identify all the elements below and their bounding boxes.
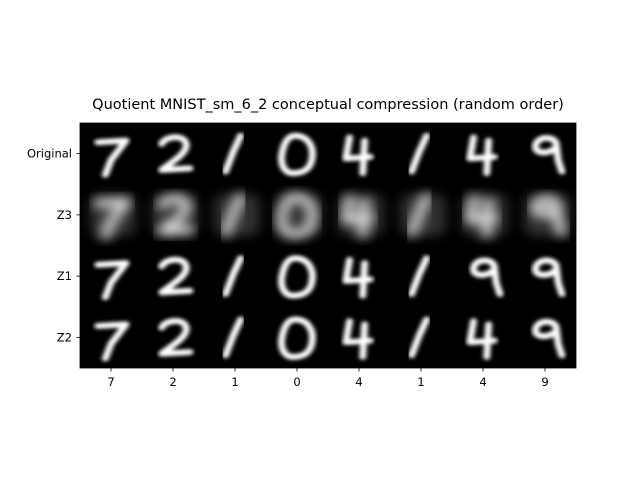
digit-cell <box>470 257 504 297</box>
digit-cell <box>342 256 374 299</box>
digit-cell <box>408 316 431 359</box>
digit-stroke <box>532 135 566 175</box>
row-axis: Original Z3 Z1 Z2 <box>27 147 80 344</box>
digit-cell <box>466 318 498 360</box>
axes-frame <box>79 122 577 369</box>
image-grid-background <box>80 123 576 368</box>
digit-stroke <box>532 257 566 297</box>
digit-cell <box>278 316 316 360</box>
column-label: 4 <box>355 375 362 389</box>
digit-cell <box>222 132 245 175</box>
digit-cell <box>338 193 384 239</box>
digit-stroke <box>466 318 498 360</box>
digit-stroke <box>94 137 130 178</box>
column-label: 0 <box>293 375 300 389</box>
digit-stroke <box>158 134 194 173</box>
digit-cell <box>90 193 136 241</box>
digit-stroke <box>157 194 195 236</box>
row-label: Z3 <box>57 208 72 222</box>
digit-stroke <box>342 256 374 299</box>
digit-cells <box>90 132 570 362</box>
digit-stroke <box>530 195 567 237</box>
column-label: 9 <box>541 375 548 389</box>
digit-stroke <box>465 194 499 239</box>
digit-cell <box>466 134 498 177</box>
digit-cell <box>342 318 374 360</box>
digit-stroke <box>220 192 246 237</box>
column-label: 1 <box>417 375 424 389</box>
digit-cell <box>158 256 194 296</box>
digit-stroke <box>466 134 498 177</box>
digit-cell <box>532 318 566 359</box>
column-axis: 7 2 1 0 4 1 4 9 <box>107 368 549 389</box>
digit-cell <box>158 317 194 357</box>
chart-title: Quotient MNIST_sm_6_2 conceptual compres… <box>92 97 564 113</box>
digit-cell <box>408 255 431 297</box>
digit-stroke <box>341 194 375 239</box>
digit-stroke <box>222 132 245 175</box>
digit-cell <box>158 134 194 173</box>
digit-stroke <box>342 134 374 177</box>
row-label: Z1 <box>57 269 72 283</box>
digit-stroke <box>222 316 245 359</box>
digit-cell <box>94 137 130 178</box>
digit-stroke <box>278 316 316 360</box>
digit-stroke <box>406 192 432 237</box>
digit-cell <box>400 192 446 237</box>
digit-stroke <box>342 318 374 360</box>
digit-cell <box>408 132 431 175</box>
row-label: Z2 <box>57 330 72 344</box>
digit-cell <box>222 255 245 297</box>
column-label: 4 <box>479 375 486 389</box>
digit-stroke <box>93 197 131 241</box>
digit-cell <box>524 193 570 237</box>
digit-cell <box>94 321 130 362</box>
digit-stroke <box>470 257 504 297</box>
digit-cell <box>462 193 508 239</box>
digit-stroke <box>408 132 431 175</box>
digit-cell <box>94 260 130 301</box>
column-label: 7 <box>107 375 114 389</box>
digit-cell <box>152 193 198 237</box>
digit-stroke <box>222 255 245 297</box>
column-label: 1 <box>231 375 238 389</box>
digit-cell <box>276 192 322 239</box>
digit-stroke <box>94 321 130 362</box>
digit-cell <box>278 132 316 177</box>
column-label: 2 <box>169 375 176 389</box>
row-label: Original <box>27 147 72 161</box>
digit-stroke <box>158 317 194 357</box>
digit-cell <box>214 192 260 237</box>
digit-stroke <box>158 256 194 296</box>
digit-cell <box>532 257 566 297</box>
digit-cell <box>278 255 316 299</box>
digit-stroke <box>276 192 318 239</box>
digit-stroke <box>278 255 316 299</box>
digit-cell <box>222 316 245 359</box>
digit-stroke <box>408 255 431 297</box>
digit-stroke <box>408 316 431 359</box>
digit-stroke <box>532 318 566 359</box>
digit-cell <box>532 135 566 175</box>
digit-stroke <box>94 260 130 301</box>
digit-stroke <box>278 132 316 177</box>
digit-cell <box>342 134 374 177</box>
